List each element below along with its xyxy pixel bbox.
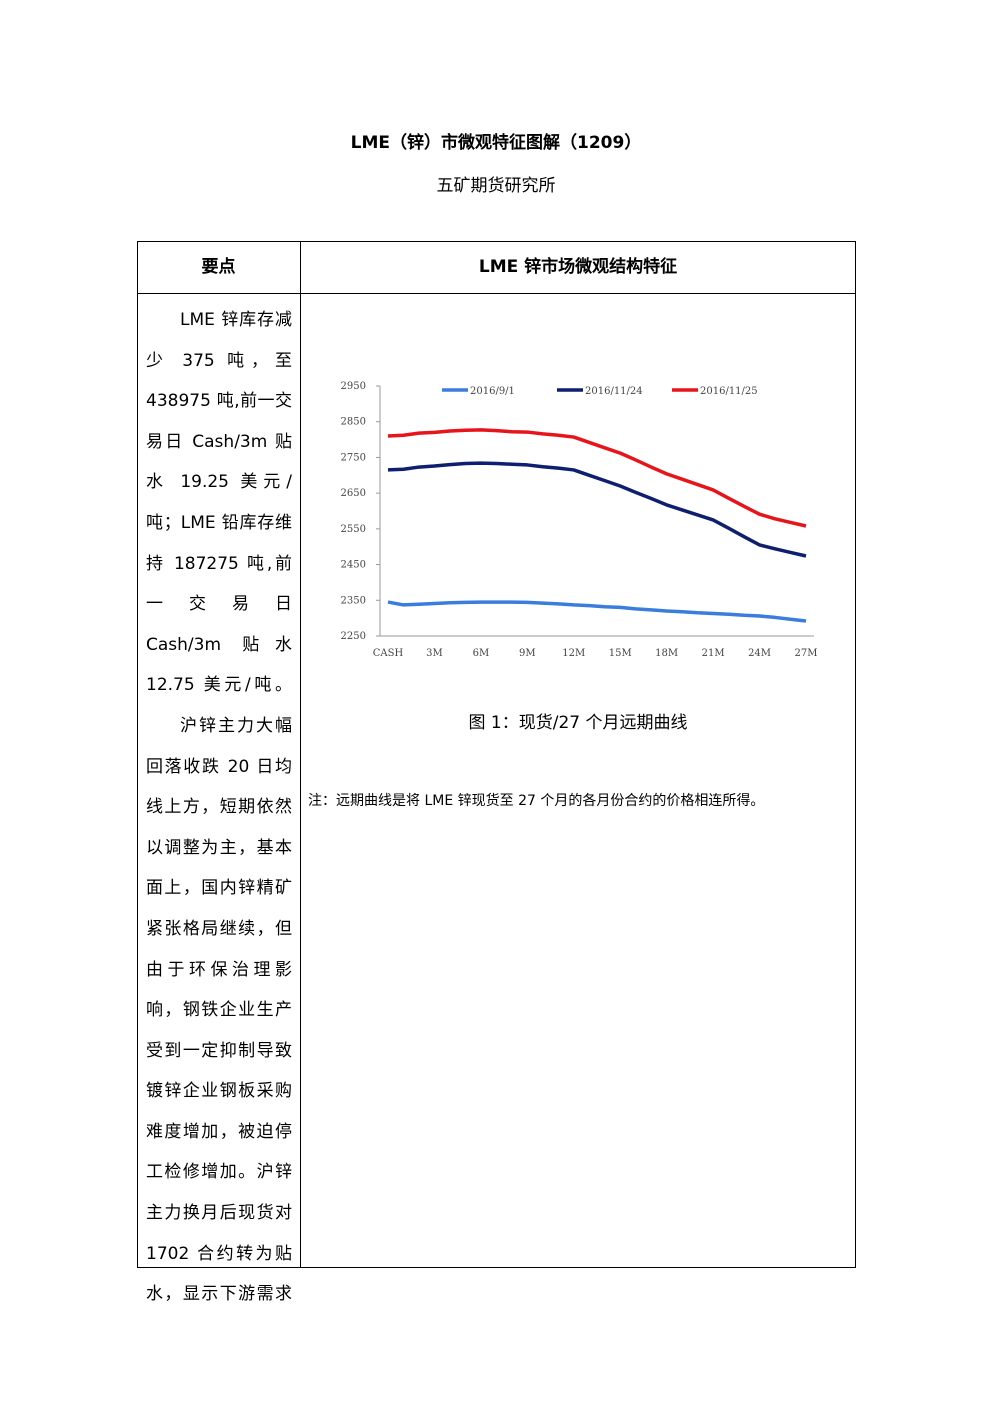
paragraph: 沪锌主力大幅回落收跌 20 日均线上方，短期依然以调整为主，基本面上，国内锌精矿… (146, 715, 292, 1305)
y-tick-label: 2350 (341, 595, 366, 606)
x-tick-label: 12M (562, 648, 585, 659)
legend-label: 2016/11/24 (585, 386, 643, 397)
legend-label: 2016/9/1 (470, 386, 515, 397)
y-tick-label: 2650 (341, 488, 366, 499)
doc-subtitle: 五矿期货研究所 (436, 176, 556, 196)
legend-label: 2016/11/25 (700, 386, 758, 397)
figure-note: 注：远期曲线是将 LME 锌现货至 27 个月的各月份合约的价格相连所得。 (308, 793, 765, 809)
x-tick-label: 27M (795, 648, 818, 659)
series-line (387, 428, 807, 528)
x-tick-label: 3M (426, 648, 443, 659)
x-tick-label: 6M (473, 648, 490, 659)
table-border (137, 241, 856, 1268)
x-tick-label: 21M (702, 648, 725, 659)
key-points: LME 锌库存减少 375 吨，至 438975 吨,前一交易日 Cash/3m… (146, 300, 292, 1315)
y-tick-label: 2550 (341, 524, 366, 535)
x-tick-label: 9M (519, 648, 536, 659)
x-tick-label: 18M (655, 648, 678, 659)
series-line (387, 600, 807, 623)
paragraph: LME 锌库存减少 375 吨，至 438975 吨,前一交易日 Cash/3m… (146, 310, 292, 696)
x-tick-label: CASH (373, 648, 404, 659)
y-tick-label: 2250 (341, 631, 366, 642)
doc-title: LME（锌）市微观特征图解（1209） (350, 133, 642, 153)
y-tick-label: 2950 (341, 381, 366, 392)
table-divider (300, 241, 301, 1267)
table-header: LME 锌市场微观结构特征 (478, 257, 678, 277)
table-divider (137, 293, 856, 294)
series-line (387, 461, 807, 558)
x-tick-label: 24M (748, 648, 771, 659)
y-tick-label: 2450 (341, 560, 366, 571)
chart: 2250 2350 2450 2550 2650 2750 2850 2950 CASH 3M 6M… (341, 381, 818, 659)
table-header: 要点 (201, 257, 236, 277)
figure-caption: 图 1：现货/27 个月远期曲线 (468, 713, 688, 733)
y-tick-label: 2750 (341, 452, 366, 463)
x-tick-label: 15M (609, 648, 632, 659)
y-tick-label: 2850 (341, 417, 366, 428)
